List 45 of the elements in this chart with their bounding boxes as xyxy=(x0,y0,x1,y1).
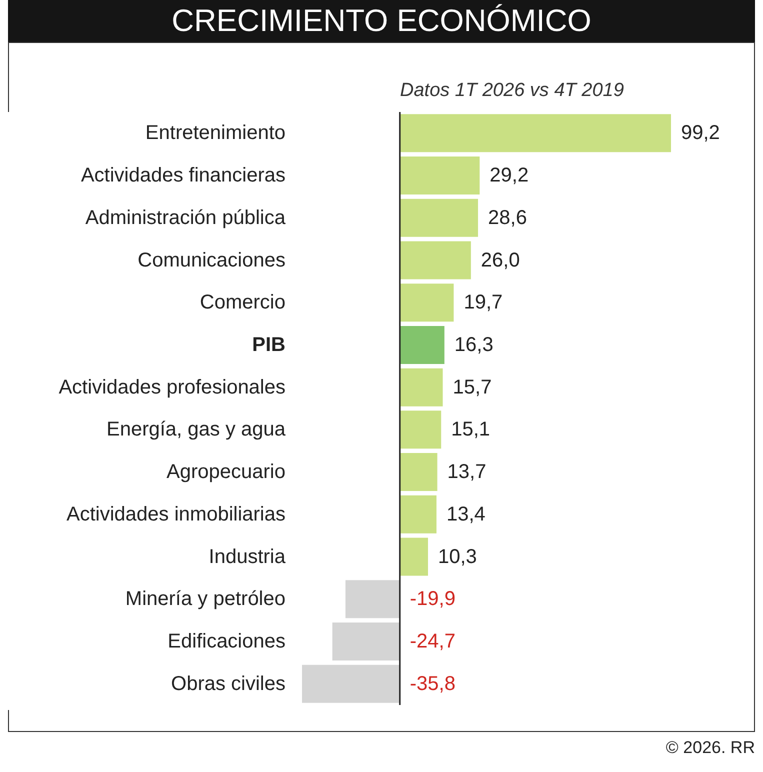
bar xyxy=(400,114,671,152)
data-label: 19,7 xyxy=(464,292,503,314)
y-tick-label: Industria xyxy=(208,546,286,568)
y-tick-label: Actividades profesionales xyxy=(58,376,286,398)
data-label: -19,9 xyxy=(410,588,456,610)
y-tick-label: Entretenimiento xyxy=(145,122,286,144)
bar xyxy=(400,241,471,280)
y-tick-label: Administración pública xyxy=(85,206,286,229)
data-label: 15,1 xyxy=(451,418,490,441)
data-label: 29,2 xyxy=(490,164,529,187)
bar xyxy=(400,326,444,364)
data-label: 10,3 xyxy=(438,546,477,568)
data-label: 16,3 xyxy=(454,334,494,356)
y-tick-label: Actividades financieras xyxy=(80,164,286,187)
chart-subtitle: Datos 1T 2026 vs 4T 2019 xyxy=(400,80,624,102)
bar xyxy=(400,198,478,237)
bar xyxy=(302,664,400,703)
bar xyxy=(345,580,400,618)
text: © 2026. RR xyxy=(666,738,755,758)
y-tick-label: Agropecuario xyxy=(166,461,286,484)
y-tick-label: Actividades inmobiliarias xyxy=(66,503,286,526)
bar xyxy=(400,284,454,322)
y-tick-label: Comunicaciones xyxy=(138,249,286,272)
data-label: -35,8 xyxy=(410,672,456,695)
y-tick-label: Obras civiles xyxy=(171,672,286,695)
data-label: 26,0 xyxy=(480,249,520,272)
y-tick-label: Edificaciones xyxy=(168,630,286,652)
bar xyxy=(400,538,428,576)
data-label: 13,7 xyxy=(447,461,486,484)
bar xyxy=(400,410,442,449)
bar xyxy=(400,368,443,406)
y-tick-label: Comercio xyxy=(200,292,286,314)
bar xyxy=(332,622,400,660)
data-label: 99,2 xyxy=(681,122,720,144)
y-tick-label: PIB xyxy=(252,334,286,356)
bar xyxy=(400,495,436,534)
bar xyxy=(400,156,480,195)
data-label: 15,7 xyxy=(452,376,492,398)
data-label: -24,7 xyxy=(410,630,456,652)
data-label: 13,4 xyxy=(446,503,486,526)
data-label: 28,6 xyxy=(488,206,527,229)
bar xyxy=(400,453,438,492)
chart-title: CRECIMIENTO ECONÓMICO xyxy=(8,0,755,42)
y-tick-label: Minería y petróleo xyxy=(125,588,286,610)
y-tick-label: Energía, gas y agua xyxy=(106,418,286,441)
